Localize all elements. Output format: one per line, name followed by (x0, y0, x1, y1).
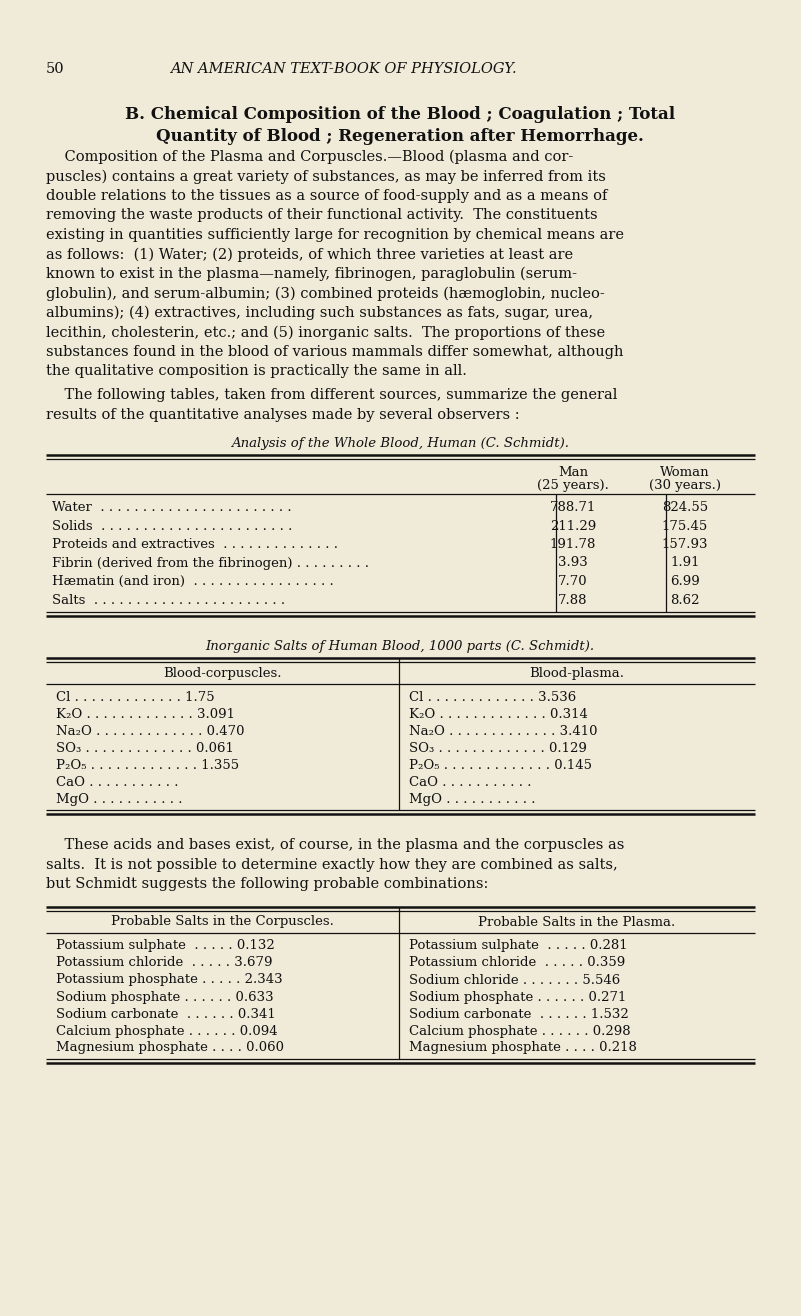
Text: Blood-corpuscles.: Blood-corpuscles. (163, 667, 282, 680)
Text: Na₂O . . . . . . . . . . . . . 3.410: Na₂O . . . . . . . . . . . . . 3.410 (409, 725, 598, 738)
Text: Analysis of the Whole Blood, Human (C. Schmidt).: Analysis of the Whole Blood, Human (C. S… (231, 437, 569, 450)
Text: CaO . . . . . . . . . . .: CaO . . . . . . . . . . . (56, 776, 179, 790)
Text: Proteids and extractives  . . . . . . . . . . . . . .: Proteids and extractives . . . . . . . .… (52, 538, 338, 551)
Text: Potassium phosphate . . . . . 2.343: Potassium phosphate . . . . . 2.343 (56, 974, 283, 987)
Text: Composition of the Plasma and Corpuscles.—Blood (plasma and cor-: Composition of the Plasma and Corpuscles… (46, 150, 574, 164)
Text: SO₃ . . . . . . . . . . . . . 0.129: SO₃ . . . . . . . . . . . . . 0.129 (409, 742, 587, 755)
Text: Solids  . . . . . . . . . . . . . . . . . . . . . . .: Solids . . . . . . . . . . . . . . . . .… (52, 520, 292, 533)
Text: Magnesium phosphate . . . . 0.060: Magnesium phosphate . . . . 0.060 (56, 1041, 284, 1054)
Text: Na₂O . . . . . . . . . . . . . 0.470: Na₂O . . . . . . . . . . . . . 0.470 (56, 725, 244, 738)
Text: Potassium chloride  . . . . . 0.359: Potassium chloride . . . . . 0.359 (409, 957, 626, 970)
Text: CaO . . . . . . . . . . .: CaO . . . . . . . . . . . (409, 776, 532, 790)
Text: Cl . . . . . . . . . . . . . 1.75: Cl . . . . . . . . . . . . . 1.75 (56, 691, 215, 704)
Text: P₂O₅ . . . . . . . . . . . . . 0.145: P₂O₅ . . . . . . . . . . . . . 0.145 (409, 759, 592, 772)
Text: K₂O . . . . . . . . . . . . . 0.314: K₂O . . . . . . . . . . . . . 0.314 (409, 708, 588, 721)
Text: K₂O . . . . . . . . . . . . . 3.091: K₂O . . . . . . . . . . . . . 3.091 (56, 708, 235, 721)
Text: 6.99: 6.99 (670, 575, 700, 588)
Text: 3.93: 3.93 (558, 557, 588, 570)
Text: results of the quantitative analyses made by several observers :: results of the quantitative analyses mad… (46, 408, 520, 421)
Text: 7.70: 7.70 (558, 575, 588, 588)
Text: 211.29: 211.29 (549, 520, 596, 533)
Text: Calcium phosphate . . . . . . 0.094: Calcium phosphate . . . . . . 0.094 (56, 1024, 278, 1037)
Text: Water  . . . . . . . . . . . . . . . . . . . . . . .: Water . . . . . . . . . . . . . . . . . … (52, 501, 292, 515)
Text: MgO . . . . . . . . . . .: MgO . . . . . . . . . . . (56, 794, 183, 805)
Text: Probable Salts in the Corpuscles.: Probable Salts in the Corpuscles. (111, 916, 334, 929)
Text: The following tables, taken from different sources, summarize the general: The following tables, taken from differe… (46, 388, 618, 401)
Text: B. Chemical Composition of the Blood ; Coagulation ; Total: B. Chemical Composition of the Blood ; C… (125, 107, 675, 122)
Text: salts.  It is not possible to determine exactly how they are combined as salts,: salts. It is not possible to determine e… (46, 858, 618, 871)
Text: MgO . . . . . . . . . . .: MgO . . . . . . . . . . . (409, 794, 536, 805)
Text: Magnesium phosphate . . . . 0.218: Magnesium phosphate . . . . 0.218 (409, 1041, 637, 1054)
Text: AN AMERICAN TEXT-BOOK OF PHYSIOLOGY.: AN AMERICAN TEXT-BOOK OF PHYSIOLOGY. (170, 62, 517, 76)
Text: as follows:  (1) Water; (2) proteids, of which three varieties at least are: as follows: (1) Water; (2) proteids, of … (46, 247, 574, 262)
Text: albumins); (4) extractives, including such substances as fats, sugar, urea,: albumins); (4) extractives, including su… (46, 307, 593, 320)
Text: double relations to the tissues as a source of food-supply and as a means of: double relations to the tissues as a sou… (46, 190, 607, 203)
Text: Quantity of Blood ; Regeneration after Hemorrhage.: Quantity of Blood ; Regeneration after H… (156, 128, 644, 145)
Text: 175.45: 175.45 (662, 520, 708, 533)
Text: Salts  . . . . . . . . . . . . . . . . . . . . . . .: Salts . . . . . . . . . . . . . . . . . … (52, 594, 285, 607)
Text: 788.71: 788.71 (549, 501, 596, 515)
Text: Sodium phosphate . . . . . . 0.271: Sodium phosphate . . . . . . 0.271 (409, 991, 626, 1004)
Text: Sodium carbonate  . . . . . . 0.341: Sodium carbonate . . . . . . 0.341 (56, 1008, 276, 1020)
Text: SO₃ . . . . . . . . . . . . . 0.061: SO₃ . . . . . . . . . . . . . 0.061 (56, 742, 234, 755)
Text: 191.78: 191.78 (549, 538, 596, 551)
Text: removing the waste products of their functional activity.  The constituents: removing the waste products of their fun… (46, 208, 598, 222)
Text: P₂O₅ . . . . . . . . . . . . . 1.355: P₂O₅ . . . . . . . . . . . . . 1.355 (56, 759, 239, 772)
Text: puscles) contains a great variety of substances, as may be inferred from its: puscles) contains a great variety of sub… (46, 170, 606, 184)
Text: 8.62: 8.62 (670, 594, 700, 607)
Text: known to exist in the plasma—namely, fibrinogen, paraglobulin (serum-: known to exist in the plasma—namely, fib… (46, 267, 577, 282)
Text: 50: 50 (46, 62, 65, 76)
Text: substances found in the blood of various mammals differ somewhat, although: substances found in the blood of various… (46, 345, 623, 359)
Text: Fibrin (derived from the fibrinogen) . . . . . . . . .: Fibrin (derived from the fibrinogen) . .… (52, 557, 369, 570)
Text: Potassium sulphate  . . . . . 0.281: Potassium sulphate . . . . . 0.281 (409, 940, 628, 953)
Text: Probable Salts in the Plasma.: Probable Salts in the Plasma. (478, 916, 675, 929)
Text: 157.93: 157.93 (662, 538, 708, 551)
Text: Woman: Woman (660, 466, 710, 479)
Text: 1.91: 1.91 (670, 557, 700, 570)
Text: Hæmatin (and iron)  . . . . . . . . . . . . . . . . .: Hæmatin (and iron) . . . . . . . . . . .… (52, 575, 334, 588)
Text: existing in quantities sufficiently large for recognition by chemical means are: existing in quantities sufficiently larg… (46, 228, 624, 242)
Text: (25 years).: (25 years). (537, 479, 609, 492)
Text: globulin), and serum-albumin; (3) combined proteids (hæmoglobin, nucleo-: globulin), and serum-albumin; (3) combin… (46, 287, 605, 301)
Text: Potassium chloride  . . . . . 3.679: Potassium chloride . . . . . 3.679 (56, 957, 272, 970)
Text: Blood-plasma.: Blood-plasma. (529, 667, 625, 680)
Text: Potassium sulphate  . . . . . 0.132: Potassium sulphate . . . . . 0.132 (56, 940, 275, 953)
Text: Sodium phosphate . . . . . . 0.633: Sodium phosphate . . . . . . 0.633 (56, 991, 274, 1004)
Text: Calcium phosphate . . . . . . 0.298: Calcium phosphate . . . . . . 0.298 (409, 1024, 630, 1037)
Text: the qualitative composition is practically the same in all.: the qualitative composition is practical… (46, 365, 467, 379)
Text: Sodium chloride . . . . . . . 5.546: Sodium chloride . . . . . . . 5.546 (409, 974, 620, 987)
Text: Cl . . . . . . . . . . . . . 3.536: Cl . . . . . . . . . . . . . 3.536 (409, 691, 576, 704)
Text: Man: Man (558, 466, 588, 479)
Text: lecithin, cholesterin, etc.; and (5) inorganic salts.  The proportions of these: lecithin, cholesterin, etc.; and (5) ino… (46, 325, 605, 340)
Text: 7.88: 7.88 (558, 594, 588, 607)
Text: (30 years.): (30 years.) (649, 479, 721, 492)
Text: Inorganic Salts of Human Blood, 1000 parts (C. Schmidt).: Inorganic Salts of Human Blood, 1000 par… (205, 640, 594, 653)
Text: Sodium carbonate  . . . . . . 1.532: Sodium carbonate . . . . . . 1.532 (409, 1008, 629, 1020)
Text: These acids and bases exist, of course, in the plasma and the corpuscles as: These acids and bases exist, of course, … (46, 838, 624, 851)
Text: but Schmidt suggests the following probable combinations:: but Schmidt suggests the following proba… (46, 876, 489, 891)
Text: 824.55: 824.55 (662, 501, 708, 515)
